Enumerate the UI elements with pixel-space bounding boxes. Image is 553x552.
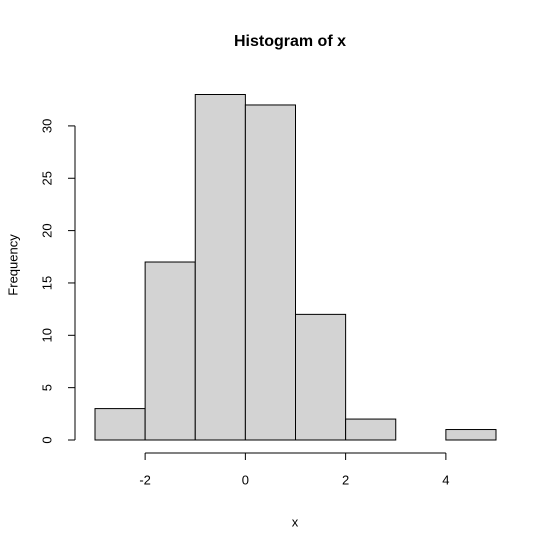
bar xyxy=(445,429,497,441)
y-tick-label: 25 xyxy=(39,171,54,185)
y-tick-label: 20 xyxy=(39,223,54,237)
x-tick-label: 2 xyxy=(342,472,349,487)
bar xyxy=(244,104,296,441)
bar xyxy=(94,408,146,441)
bar xyxy=(194,94,246,441)
bar xyxy=(345,418,397,441)
x-axis-label: x xyxy=(292,514,299,529)
y-tick-label: 5 xyxy=(39,384,54,391)
chart-title: Histogram of x xyxy=(234,33,346,50)
y-tick-label: 30 xyxy=(39,119,54,133)
y-tick-label: 15 xyxy=(39,276,54,290)
x-tick-label: 0 xyxy=(242,472,249,487)
y-axis-label: Frequency xyxy=(5,234,20,296)
bar xyxy=(144,261,196,441)
y-tick-label: 10 xyxy=(39,328,54,342)
y-tick-label: 0 xyxy=(39,436,54,443)
bar xyxy=(295,313,347,441)
x-tick-label: 4 xyxy=(442,472,449,487)
x-tick-label: -2 xyxy=(139,472,151,487)
